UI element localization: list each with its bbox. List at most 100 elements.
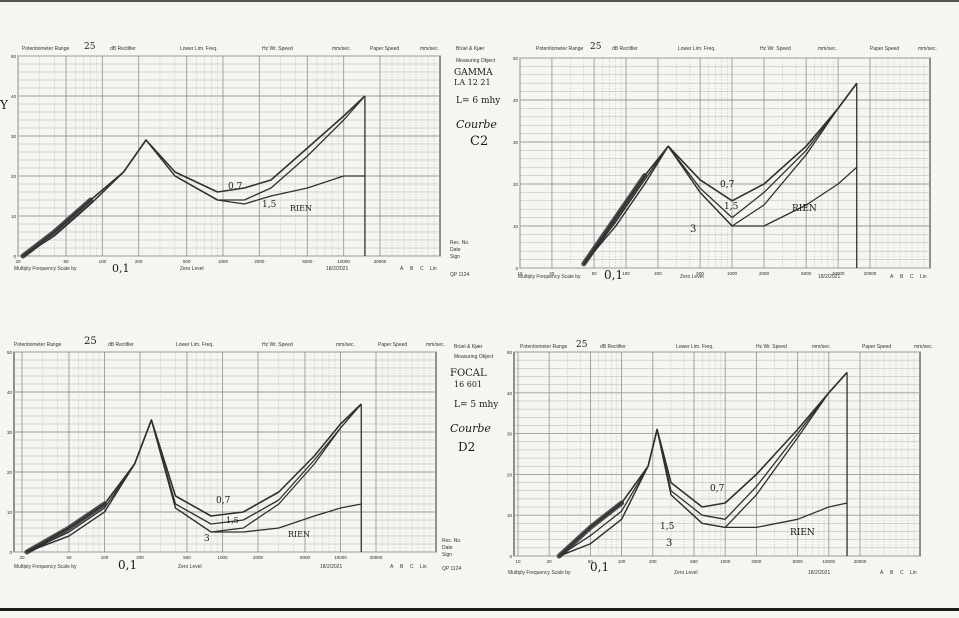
date-label: Date <box>450 247 461 253</box>
x-tick-label: 50 <box>64 259 70 264</box>
x-tick-label: 5000 <box>300 555 311 560</box>
series-ink-band <box>20 197 94 259</box>
mm-sec-label-tr: mm/sec. <box>818 46 837 52</box>
potentiometer-range-label: Potentiometer Range <box>22 46 70 52</box>
range-value-tr: 25 <box>590 42 602 52</box>
series-line <box>26 419 362 553</box>
note-courbe: Courbe <box>456 118 497 131</box>
y-tick-label: 0 <box>509 554 512 559</box>
plot-frame <box>17 55 441 257</box>
plot-frame <box>519 57 931 269</box>
mm-sec2-label-bl: mm/sec. <box>426 342 445 348</box>
measuring-object-label-br: Measuring Object <box>454 354 494 360</box>
curve-label-0-7: 0,7 <box>228 182 243 192</box>
y-tick-label: 30 <box>507 432 513 437</box>
x-tick-label: 10000 <box>832 271 845 276</box>
abc-weighting-lin: Lin <box>430 266 437 272</box>
y-tick-label: 30 <box>11 134 17 139</box>
sign-label: Sign <box>450 254 461 260</box>
x-tick-label: 20 <box>549 271 555 276</box>
abc-weighting-c: C <box>420 266 424 272</box>
abc-weighting-a-br: A <box>880 570 884 576</box>
y-tick-label: 40 <box>7 390 13 395</box>
bk-label-br: Brüel & Kjær <box>454 344 483 350</box>
x-tick-label: 1000 <box>727 271 738 276</box>
x-tick-label: 20000 <box>370 555 383 560</box>
lower-lim-freq-label-br: Lower Lim. Freq. <box>676 344 714 350</box>
x-tick-label: 100 <box>618 559 626 564</box>
db-rectifier-label-bl: dB Rectifier <box>108 342 134 348</box>
x-tick-label: 100 <box>101 555 109 560</box>
multiply-frequency-label-br: Multiply Frequency Scale by <box>508 570 571 576</box>
y-tick-label: 30 <box>513 140 519 145</box>
series-ink-band <box>581 173 648 267</box>
curve-label-3-tr: 3 <box>690 224 697 235</box>
date-label-bl: Date <box>442 545 453 551</box>
lower-lim-freq-label-tr: Lower Lim. Freq. <box>678 46 716 52</box>
x-tick-label: 10000 <box>337 259 350 264</box>
lower-lim-freq-label-bl: Lower Lim. Freq. <box>176 342 214 348</box>
series-line <box>583 82 858 265</box>
x-tick-label: 1000 <box>720 559 731 564</box>
series-line <box>26 403 362 553</box>
x-tick-label: 20 <box>19 555 25 560</box>
note-model-number-br: 16 601 <box>454 380 482 389</box>
multiply-frequency-label-bl: Multiply Frequency Scale by <box>14 564 77 570</box>
x-tick-label: 50 <box>588 559 594 564</box>
series-line <box>583 82 858 265</box>
note-inductance: L= 6 mhy <box>456 96 501 106</box>
zero-level-label: Zero Level <box>180 266 204 272</box>
x-tick-label: 2000 <box>254 259 265 264</box>
range-value-bl: 25 <box>84 336 97 347</box>
y-tick-label: 0 <box>13 254 16 259</box>
abc-weighting-b: B <box>410 266 414 272</box>
abc-weighting-lin-bl: Lin <box>420 564 427 570</box>
curve-label-rien-br: RIEN <box>790 528 815 538</box>
y-tick-label: 50 <box>513 56 519 61</box>
rec-no-label-bl: Rec. No. <box>442 538 462 544</box>
note-courbe-br: Courbe <box>450 422 491 435</box>
x-tick-label: 2000 <box>253 555 264 560</box>
y-tick-label: 10 <box>507 513 513 518</box>
x-tick-label: 5000 <box>801 271 812 276</box>
curve-label-0-7-tr: 0,7 <box>720 180 735 190</box>
multiplier-handwritten-br: 0,1 <box>590 560 610 574</box>
range-value: 25 <box>84 42 96 52</box>
note-model: GAMMA <box>454 68 493 78</box>
chart-panel-bottom-right: Brüel & Kjær Potentiometer Range 25 dB R… <box>440 334 959 584</box>
db-rectifier-label: dB Rectifier <box>110 46 136 52</box>
mm-sec-label-bl: mm/sec. <box>336 342 355 348</box>
potentiometer-range-label-bl: Potentiometer Range <box>14 342 62 348</box>
wr-speed-label-br: Hz Wr. Speed <box>756 344 787 350</box>
x-tick-label: 20000 <box>374 259 387 264</box>
multiplier-handwritten-tr: 0,1 <box>604 268 624 282</box>
mm-sec-label: mm/sec. <box>332 46 351 52</box>
x-tick-label: 1000 <box>217 555 228 560</box>
series-ink-band <box>24 501 107 555</box>
x-tick-label: 10 <box>515 559 521 564</box>
paper-speed-label-br: Paper Speed <box>862 344 892 350</box>
top-edge-rule <box>0 0 959 2</box>
multiplier-handwritten: 0,1 <box>112 262 130 275</box>
x-tick-label: 500 <box>183 259 191 264</box>
chart-panel-top-left: Potentiometer Range 25 dB Rectifier Lowe… <box>0 36 470 284</box>
curve-label-0-7-br: 0,7 <box>710 484 725 494</box>
mm-sec-label-br: mm/sec. <box>812 344 831 350</box>
x-tick-label: 200 <box>136 555 144 560</box>
wr-speed-label-bl: Hz Wr. Speed <box>262 342 293 348</box>
y-tick-label: 40 <box>507 391 513 396</box>
recording-date-tr: 18/2/2021 <box>818 274 841 280</box>
curve-label-3-br: 3 <box>666 538 673 549</box>
x-tick-label: 500 <box>696 271 704 276</box>
x-tick-label: 20000 <box>864 271 877 276</box>
mm-sec2-label-tr: mm/sec. <box>918 46 937 52</box>
y-tick-label: 50 <box>11 54 17 59</box>
x-tick-label: 50 <box>592 271 598 276</box>
paper-speed-label: Paper Speed <box>370 46 400 52</box>
y-tick-label: 10 <box>513 224 519 229</box>
abc-weighting-c-br: C <box>900 570 904 576</box>
